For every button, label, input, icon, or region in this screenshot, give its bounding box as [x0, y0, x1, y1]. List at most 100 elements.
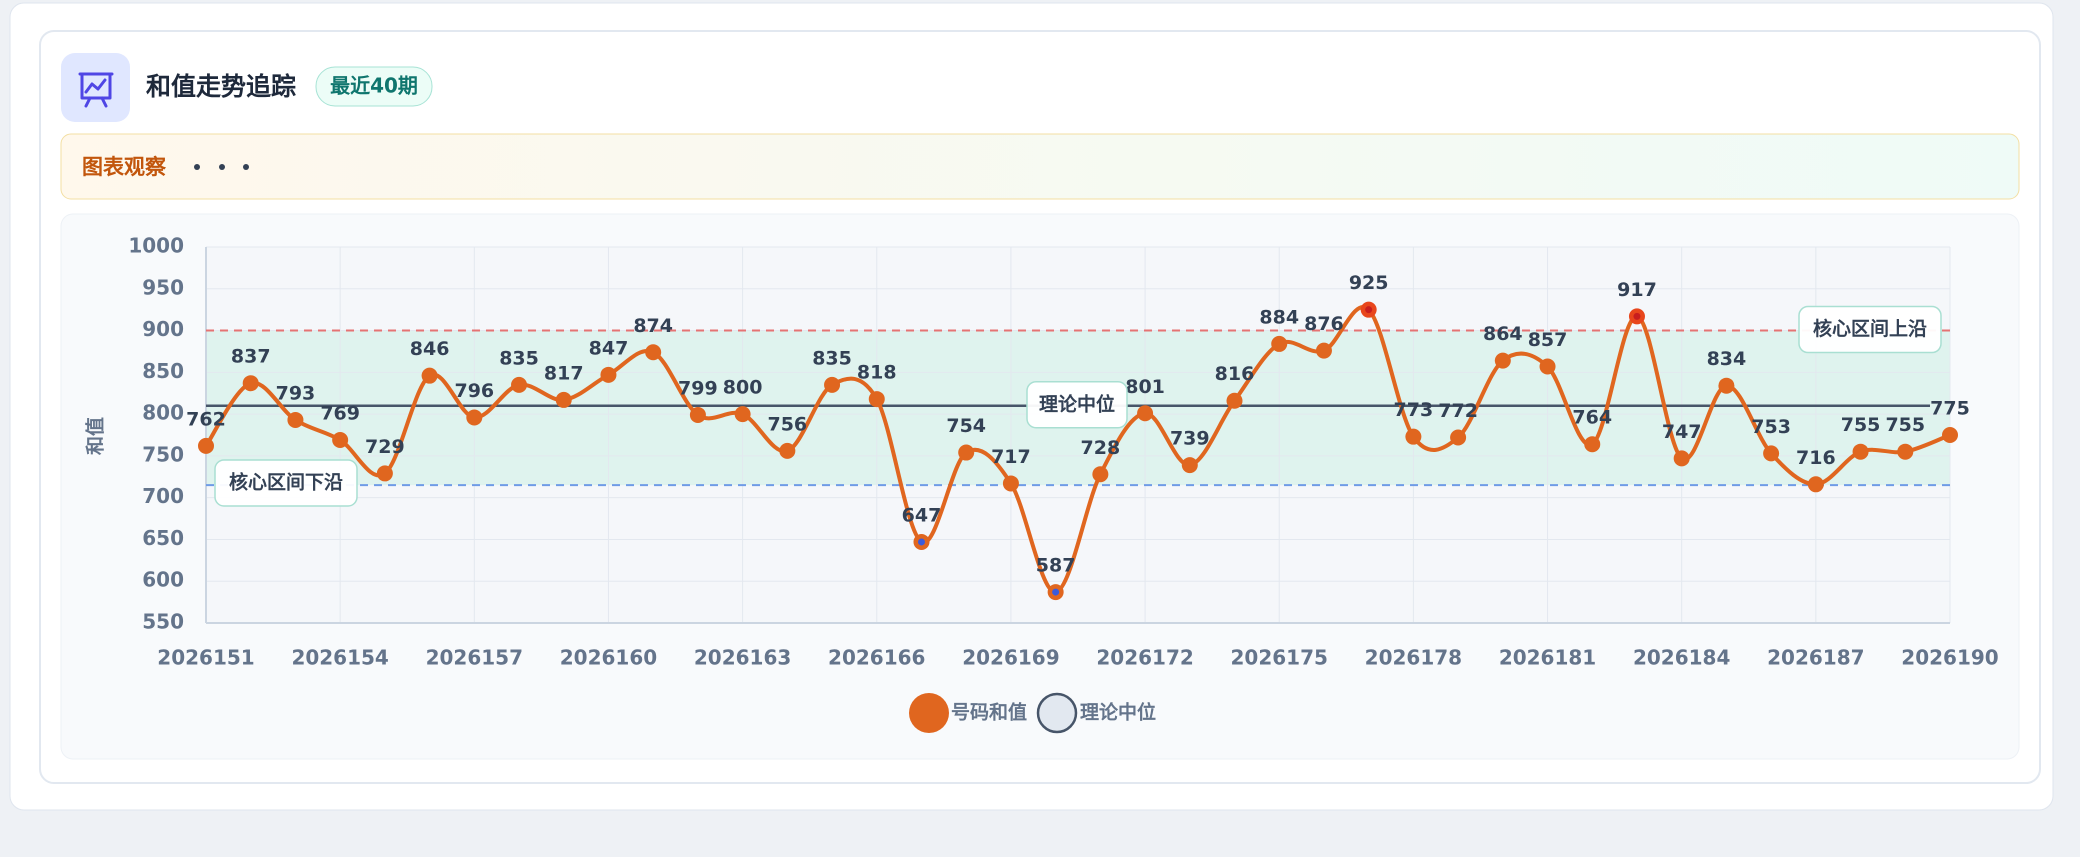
- data-point: [1539, 358, 1556, 375]
- legend-marker[interactable]: [909, 693, 949, 733]
- data-point: [1137, 405, 1154, 422]
- x-tick-label: 2026172: [1096, 646, 1193, 670]
- x-tick-label: 2026160: [560, 646, 657, 670]
- y-tick-label: 900: [142, 317, 184, 341]
- more-dots[interactable]: [194, 164, 249, 170]
- data-point: [689, 406, 706, 423]
- x-tick-label: 2026163: [694, 646, 791, 670]
- x-tick-label: 2026169: [962, 646, 1059, 670]
- data-label: 753: [1751, 416, 1791, 438]
- observation-title: 图表观察: [82, 155, 167, 179]
- data-point: [1763, 445, 1780, 462]
- x-tick-label: 2026166: [828, 646, 925, 670]
- data-label: 876: [1304, 313, 1344, 335]
- data-label: 925: [1349, 272, 1389, 294]
- data-label: 837: [231, 346, 271, 368]
- badge: [315, 66, 433, 107]
- data-point: [421, 367, 438, 384]
- legend-marker: [1036, 692, 1078, 734]
- data-label: 764: [1572, 407, 1612, 429]
- upper-label: 核心区间上沿: [1813, 317, 1927, 340]
- data-point: [734, 406, 751, 423]
- data-point: [555, 391, 572, 408]
- y-tick-label: 750: [142, 442, 184, 466]
- data-point: [1450, 429, 1467, 446]
- data-label: 775: [1930, 398, 1970, 420]
- x-tick-label: 2026181: [1499, 646, 1596, 670]
- data-point: [824, 376, 841, 393]
- data-point: [1494, 352, 1511, 369]
- data-label: 587: [1036, 555, 1076, 577]
- data-point: [332, 432, 349, 449]
- x-tick-label: 2026187: [1767, 646, 1864, 670]
- data-label: 729: [365, 436, 405, 458]
- data-label: 884: [1259, 306, 1299, 328]
- data-label: 801: [1125, 376, 1165, 398]
- data-label: 747: [1662, 421, 1702, 443]
- data-label: 755: [1885, 414, 1925, 436]
- data-label: 917: [1617, 279, 1657, 301]
- y-tick-label: 800: [142, 401, 184, 425]
- data-label: 756: [767, 413, 807, 435]
- data-point: [376, 465, 393, 482]
- y-tick-label: 700: [142, 484, 184, 508]
- data-label: 818: [857, 362, 897, 384]
- data-label: 754: [946, 415, 986, 437]
- data-point: [511, 376, 528, 393]
- data-point: [466, 409, 483, 426]
- data-label: 793: [276, 382, 316, 404]
- data-point: [1181, 457, 1198, 474]
- data-label: 874: [633, 315, 673, 337]
- data-point: [779, 442, 796, 459]
- point-flag: [917, 538, 925, 546]
- observation-bar: [60, 133, 2020, 200]
- data-point: [1807, 476, 1824, 493]
- data-point: [1092, 466, 1109, 483]
- data-point: [958, 444, 975, 461]
- data-label: 769: [320, 403, 360, 425]
- data-label: 762: [186, 408, 226, 430]
- data-point: [600, 366, 617, 383]
- data-point: [1226, 392, 1243, 409]
- data-label: 864: [1483, 323, 1523, 345]
- data-point: [1718, 377, 1735, 394]
- point-flag: [1365, 306, 1373, 314]
- data-point: [1673, 450, 1690, 467]
- data-point: [1584, 436, 1601, 453]
- data-label: 816: [1215, 363, 1255, 385]
- title: 和值走势追踪: [146, 72, 296, 101]
- median-label-box: [1026, 381, 1128, 429]
- data-point: [645, 344, 662, 361]
- y-tick-label: 650: [142, 526, 184, 550]
- data-label: 817: [544, 362, 584, 384]
- data-point: [242, 375, 259, 392]
- data-label: 846: [410, 338, 450, 360]
- x-tick-label: 2026178: [1365, 646, 1462, 670]
- data-point: [1942, 427, 1958, 443]
- x-tick-label: 2026190: [1901, 646, 1998, 670]
- data-label: 847: [589, 337, 629, 359]
- lower-label: 核心区间下沿: [229, 471, 343, 494]
- data-point: [1405, 428, 1422, 445]
- data-label: 834: [1707, 348, 1747, 370]
- y-tick-label: 550: [142, 610, 184, 634]
- x-tick-label: 2026157: [426, 646, 523, 670]
- data-point: [198, 437, 214, 454]
- lower-label-box: [214, 459, 358, 507]
- data-label: 647: [902, 504, 942, 526]
- data-point: [1002, 475, 1019, 492]
- badge-text: 最近40期: [330, 74, 418, 98]
- data-point: [868, 391, 885, 408]
- data-label: 796: [454, 380, 494, 402]
- upper-label-box: [1798, 305, 1942, 354]
- series-line: [204, 305, 1951, 595]
- data-label: 835: [499, 347, 539, 369]
- data-point: [1315, 342, 1332, 359]
- y-tick-label: 950: [142, 275, 184, 299]
- x-tick-label: 2026175: [1231, 646, 1328, 670]
- data-label: 772: [1438, 400, 1478, 422]
- data-label: 739: [1170, 428, 1210, 450]
- data-label: 716: [1796, 447, 1836, 469]
- x-tick-label: 2026151: [157, 646, 254, 670]
